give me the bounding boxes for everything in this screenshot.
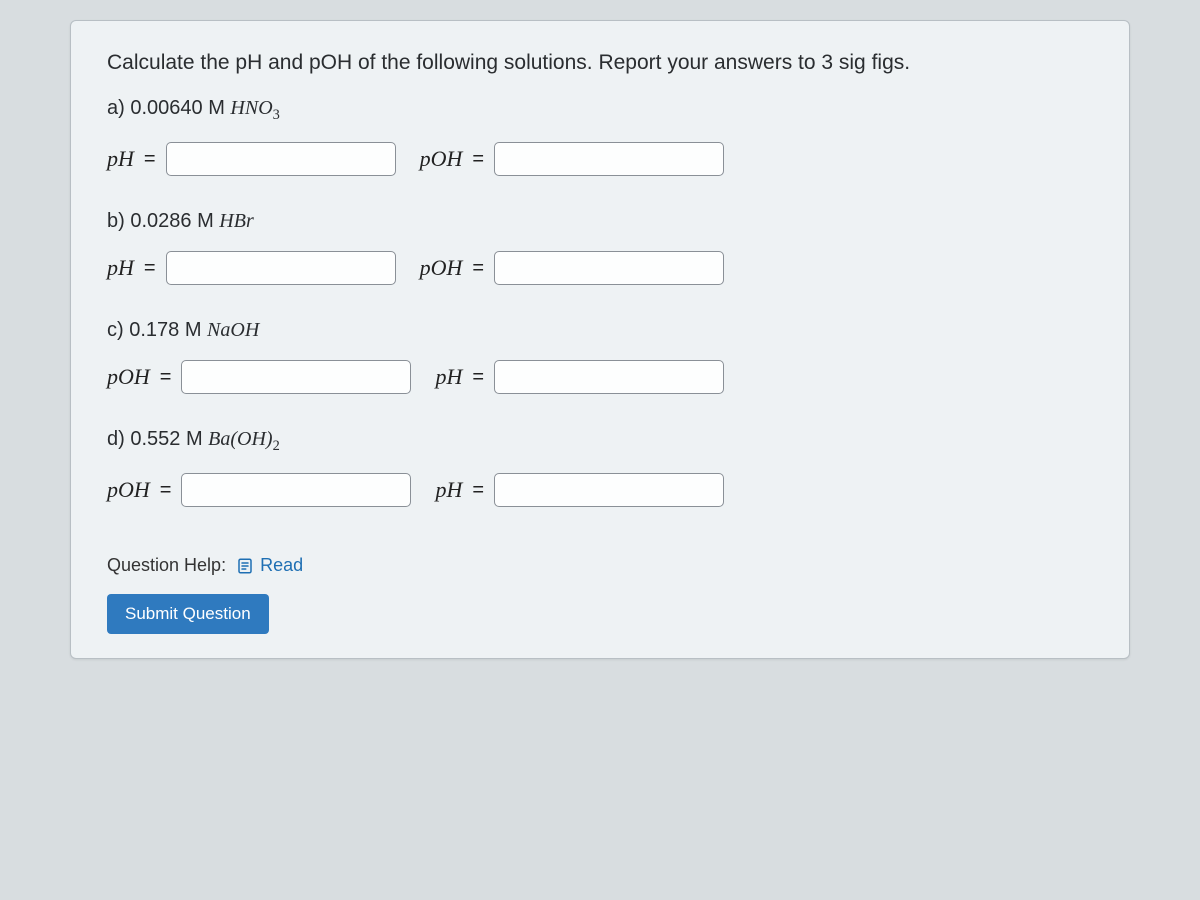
read-icon	[236, 557, 254, 575]
part-label-c: c) 0.178 M NaOH	[107, 319, 1093, 342]
equals-sign: =	[472, 366, 484, 389]
part-prefix: a) 0.00640 M	[107, 97, 230, 119]
var-label-second: pOH	[420, 255, 463, 281]
equals-sign: =	[472, 148, 484, 171]
input-a-first[interactable]	[166, 142, 396, 176]
part-c: c) 0.178 M NaOH pOH = pH =	[107, 319, 1093, 394]
answer-row-c: pOH = pH =	[107, 360, 1093, 394]
answer-row-b: pH = pOH =	[107, 251, 1093, 285]
equals-sign: =	[144, 257, 156, 280]
question-card: Calculate the pH and pOH of the followin…	[70, 20, 1130, 659]
input-c-first[interactable]	[181, 360, 411, 394]
part-d: d) 0.552 M Ba(OH)2 pOH = pH =	[107, 428, 1093, 507]
var-label-first: pOH	[107, 477, 150, 503]
part-prefix: d) 0.552 M	[107, 428, 208, 450]
question-prompt: Calculate the pH and pOH of the followin…	[107, 51, 1093, 75]
input-a-second[interactable]	[494, 142, 724, 176]
part-label-b: b) 0.0286 M HBr	[107, 210, 1093, 233]
input-c-second[interactable]	[494, 360, 724, 394]
part-label-d: d) 0.552 M Ba(OH)2	[107, 428, 1093, 455]
input-b-second[interactable]	[494, 251, 724, 285]
var-label-second: pOH	[420, 146, 463, 172]
var-label-first: pH	[107, 255, 134, 281]
part-b: b) 0.0286 M HBr pH = pOH =	[107, 210, 1093, 285]
input-d-first[interactable]	[181, 473, 411, 507]
part-formula: NaOH	[207, 319, 259, 341]
help-label: Question Help:	[107, 555, 226, 576]
answer-row-a: pH = pOH =	[107, 142, 1093, 176]
part-prefix: b) 0.0286 M	[107, 210, 219, 232]
part-formula: HBr	[219, 210, 253, 232]
var-label-second: pH	[435, 364, 462, 390]
help-row: Question Help: Read	[107, 555, 1093, 576]
read-label: Read	[260, 555, 303, 576]
equals-sign: =	[160, 479, 172, 502]
equals-sign: =	[160, 366, 172, 389]
answer-row-d: pOH = pH =	[107, 473, 1093, 507]
part-a: a) 0.00640 M HNO3 pH = pOH =	[107, 97, 1093, 176]
part-label-a: a) 0.00640 M HNO3	[107, 97, 1093, 124]
part-formula: Ba(OH)2	[208, 428, 280, 450]
var-label-first: pOH	[107, 364, 150, 390]
equals-sign: =	[144, 148, 156, 171]
parts-container: a) 0.00640 M HNO3 pH = pOH = b) 0.0286 M HBr p…	[107, 97, 1093, 507]
submit-button[interactable]: Submit Question	[107, 594, 269, 634]
equals-sign: =	[472, 257, 484, 280]
var-label-first: pH	[107, 146, 134, 172]
part-prefix: c) 0.178 M	[107, 319, 207, 341]
equals-sign: =	[472, 479, 484, 502]
read-link[interactable]: Read	[236, 555, 303, 576]
var-label-second: pH	[435, 477, 462, 503]
input-b-first[interactable]	[166, 251, 396, 285]
input-d-second[interactable]	[494, 473, 724, 507]
part-formula: HNO3	[230, 97, 279, 119]
